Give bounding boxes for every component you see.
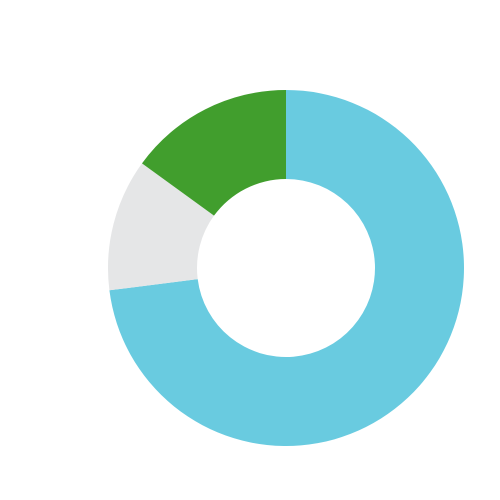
donut-slice: [108, 163, 214, 291]
donut-slice: [141, 90, 286, 216]
donut-slice: [109, 90, 465, 447]
